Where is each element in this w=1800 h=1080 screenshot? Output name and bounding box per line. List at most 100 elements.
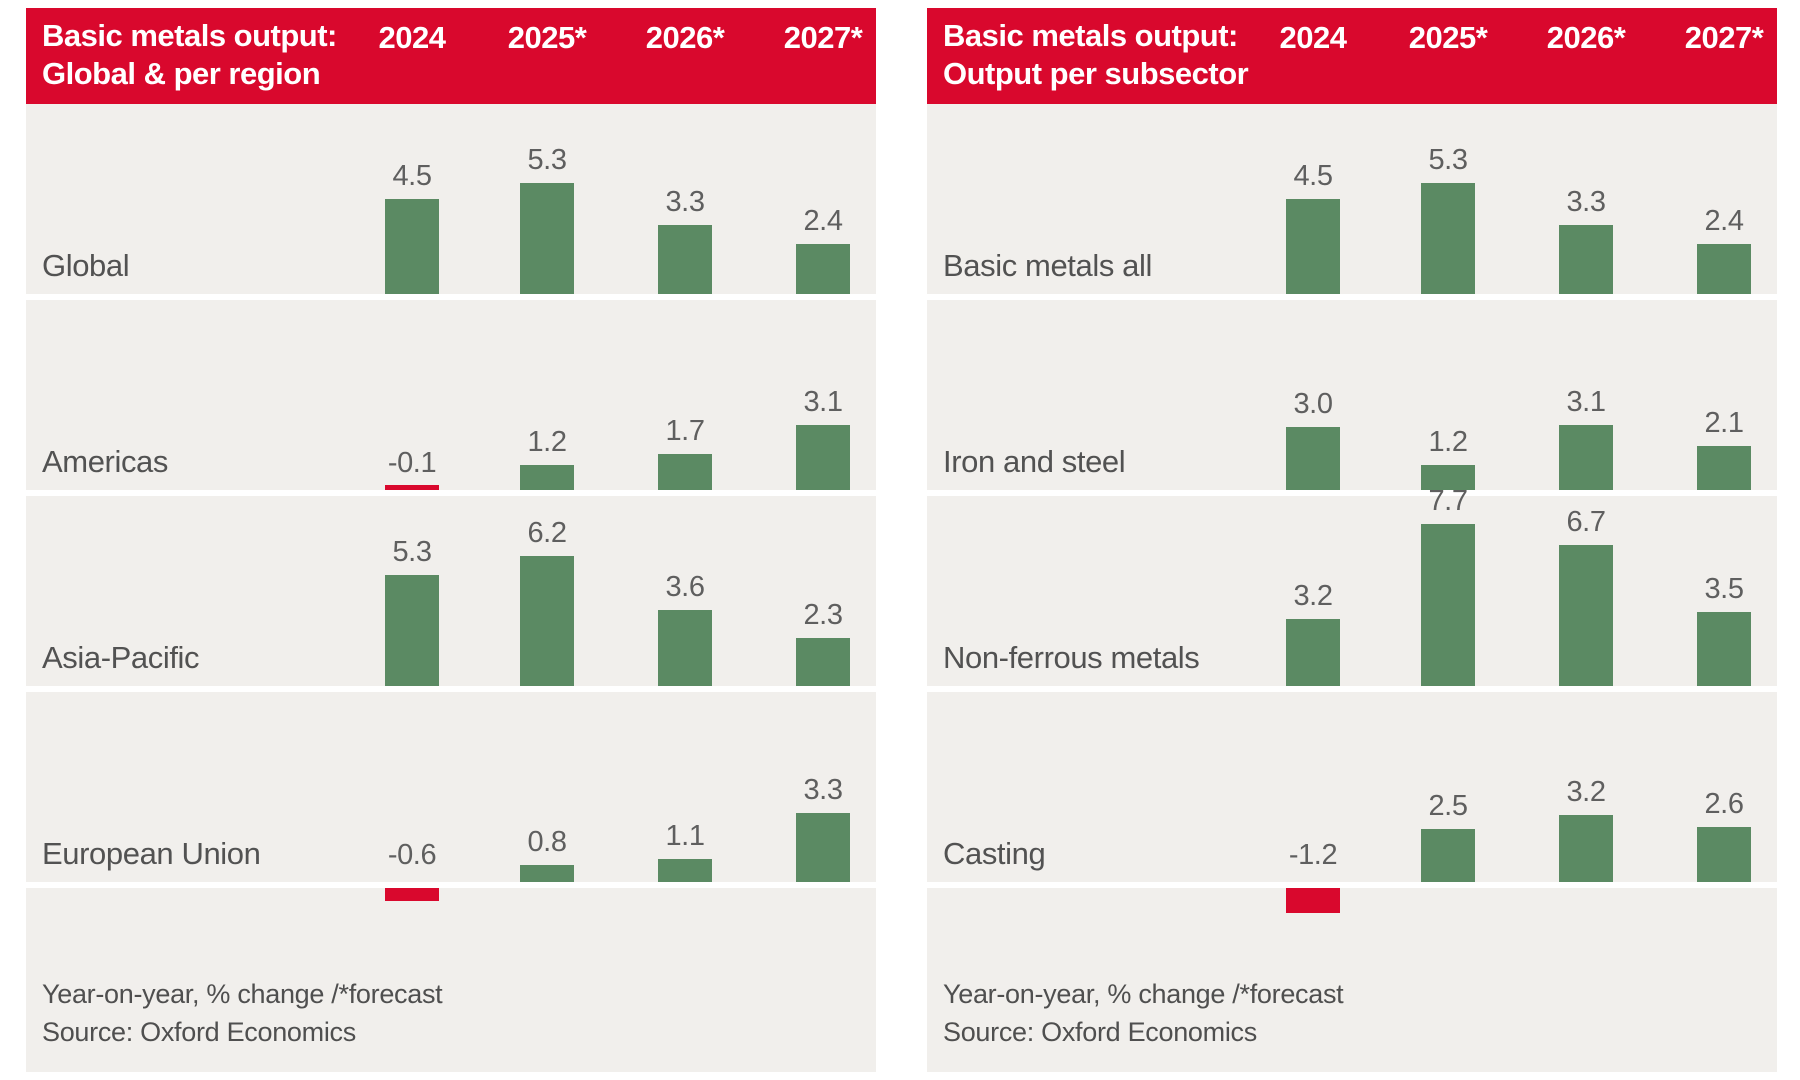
- panel-footer: Year-on-year, % change /*forecast Source…: [26, 888, 876, 1072]
- positive-bar: [796, 244, 850, 294]
- bar-value-label: 2.6: [1704, 788, 1744, 820]
- chart-row: Casting -1.2 2.5 3.2 2.6: [927, 692, 1777, 913]
- bar-value-label: 6.7: [1566, 506, 1606, 538]
- row-label: Asia-Pacific: [42, 640, 200, 675]
- bar-value-label: 3.3: [803, 774, 843, 806]
- row-label: Non-ferrous metals: [943, 640, 1200, 675]
- bar-value-label: 2.1: [1704, 407, 1744, 439]
- positive-bar: [1697, 612, 1751, 686]
- chart-row: Asia-Pacific 5.3 6.2 3.6 2.3: [26, 496, 876, 686]
- row-label: Iron and steel: [943, 444, 1126, 479]
- positive-bar: [385, 575, 439, 686]
- bar-value-label: -0.6: [387, 839, 437, 871]
- panel-footer: Year-on-year, % change /*forecast Source…: [927, 888, 1777, 1072]
- positive-bar: [1559, 815, 1613, 882]
- positive-bar: [658, 859, 712, 882]
- chart-row: Iron and steel 3.0 1.2 3.1 2.1: [927, 300, 1777, 490]
- positive-bar: [796, 638, 850, 686]
- positive-bar: [1697, 446, 1751, 490]
- column-header-2027: 2027*: [783, 20, 863, 55]
- footnote: Year-on-year, % change /*forecast: [943, 979, 1344, 1010]
- positive-bar: [520, 465, 574, 490]
- row-label: Global: [42, 248, 130, 283]
- chart-row: European Union -0.6 0.8 1.1 3.3: [26, 692, 876, 901]
- chart-rows: Global 4.5 5.3 3.3 2.4 Americas -0.1 1.2 1.7 3.1 A…: [26, 104, 876, 901]
- row-label: European Union: [42, 836, 261, 871]
- positive-bar: [1697, 244, 1751, 294]
- source-note: Source: Oxford Economics: [943, 1017, 1257, 1048]
- column-header-2024: 2024: [1279, 20, 1347, 55]
- positive-bar: [1559, 225, 1613, 294]
- source-note: Source: Oxford Economics: [42, 1017, 356, 1048]
- chart-row: Non-ferrous metals 3.2 7.7 6.7 3.5: [927, 485, 1777, 686]
- positive-bar: [385, 199, 439, 294]
- panel-header: Basic metals output: Output per subsecto…: [927, 8, 1777, 104]
- column-header-2027: 2027*: [1684, 20, 1764, 55]
- positive-bar: [796, 813, 850, 882]
- negative-bar: [385, 485, 439, 490]
- column-header-2026: 2026*: [1546, 20, 1626, 55]
- positive-bar: [520, 183, 574, 294]
- positive-bar: [658, 225, 712, 294]
- row-label: Americas: [42, 444, 168, 479]
- positive-bar: [1286, 619, 1340, 686]
- chart-panel-subsectors: Basic metals output: Output per subsecto…: [927, 8, 1777, 1072]
- chart-row: Americas -0.1 1.2 1.7 3.1: [26, 300, 876, 490]
- bar-value-label: 3.1: [1566, 386, 1606, 418]
- bar-value-label: 5.3: [1428, 144, 1468, 176]
- bar-value-label: 6.2: [527, 517, 567, 549]
- positive-bar: [1286, 427, 1340, 490]
- bar-value-label: 3.6: [665, 571, 705, 603]
- chart-title: Basic metals output: Global & per region: [42, 17, 337, 93]
- bar-value-label: 1.2: [1428, 426, 1468, 458]
- chart-rows: Basic metals all 4.5 5.3 3.3 2.4 Iron and ste…: [927, 104, 1777, 913]
- footnote: Year-on-year, % change /*forecast: [42, 979, 443, 1010]
- chart-title-line-2: Output per subsector: [943, 55, 1249, 91]
- bar-value-label: 1.2: [527, 426, 567, 458]
- panel-header: Basic metals output: Global & per region…: [26, 8, 876, 104]
- bar-value-label: 3.1: [803, 386, 843, 418]
- positive-bar: [1421, 524, 1475, 686]
- column-header-2025: 2025*: [507, 20, 587, 55]
- positive-bar: [520, 556, 574, 686]
- bar-value-label: 2.3: [803, 599, 843, 631]
- bar-value-label: 2.5: [1428, 790, 1468, 822]
- column-header-2024: 2024: [378, 20, 446, 55]
- bar-value-label: 0.8: [527, 826, 567, 858]
- positive-bar: [1559, 545, 1613, 686]
- bar-value-label: 4.5: [1293, 160, 1333, 192]
- footer-text: Year-on-year, % change /*forecast Source…: [42, 976, 443, 1052]
- bar-value-label: -1.2: [1288, 839, 1338, 871]
- positive-bar: [1421, 829, 1475, 882]
- bar-value-label: 3.3: [665, 186, 705, 218]
- bar-value-label: 3.2: [1293, 580, 1333, 612]
- footer-text: Year-on-year, % change /*forecast Source…: [943, 976, 1344, 1052]
- bar-value-label: 2.4: [1704, 205, 1744, 237]
- row-label: Casting: [943, 836, 1046, 871]
- bar-value-label: -0.1: [387, 447, 437, 479]
- positive-bar: [1421, 183, 1475, 294]
- chart-title-line-2: Global & per region: [42, 55, 321, 91]
- bar-value-label: 7.7: [1428, 485, 1468, 517]
- positive-bar: [796, 425, 850, 490]
- column-header-2026: 2026*: [645, 20, 725, 55]
- bar-value-label: 3.0: [1293, 388, 1333, 420]
- bar-value-label: 5.3: [527, 144, 567, 176]
- chart-title-line-1: Basic metals output:: [42, 18, 337, 53]
- positive-bar: [1286, 199, 1340, 294]
- negative-bar: [1286, 888, 1340, 913]
- chart-row: Global 4.5 5.3 3.3 2.4: [26, 104, 876, 294]
- positive-bar: [658, 610, 712, 686]
- positive-bar: [520, 865, 574, 882]
- negative-bar: [385, 888, 439, 901]
- chart-title-line-1: Basic metals output:: [943, 18, 1238, 53]
- positive-bar: [658, 454, 712, 490]
- chart-panel-regions: Basic metals output: Global & per region…: [26, 8, 876, 1072]
- column-header-2025: 2025*: [1408, 20, 1488, 55]
- bar-value-label: 3.3: [1566, 186, 1606, 218]
- bar-value-label: 3.2: [1566, 776, 1606, 808]
- positive-bar: [1421, 465, 1475, 490]
- bar-value-label: 1.7: [665, 415, 705, 447]
- chart-row: Basic metals all 4.5 5.3 3.3 2.4: [927, 104, 1777, 294]
